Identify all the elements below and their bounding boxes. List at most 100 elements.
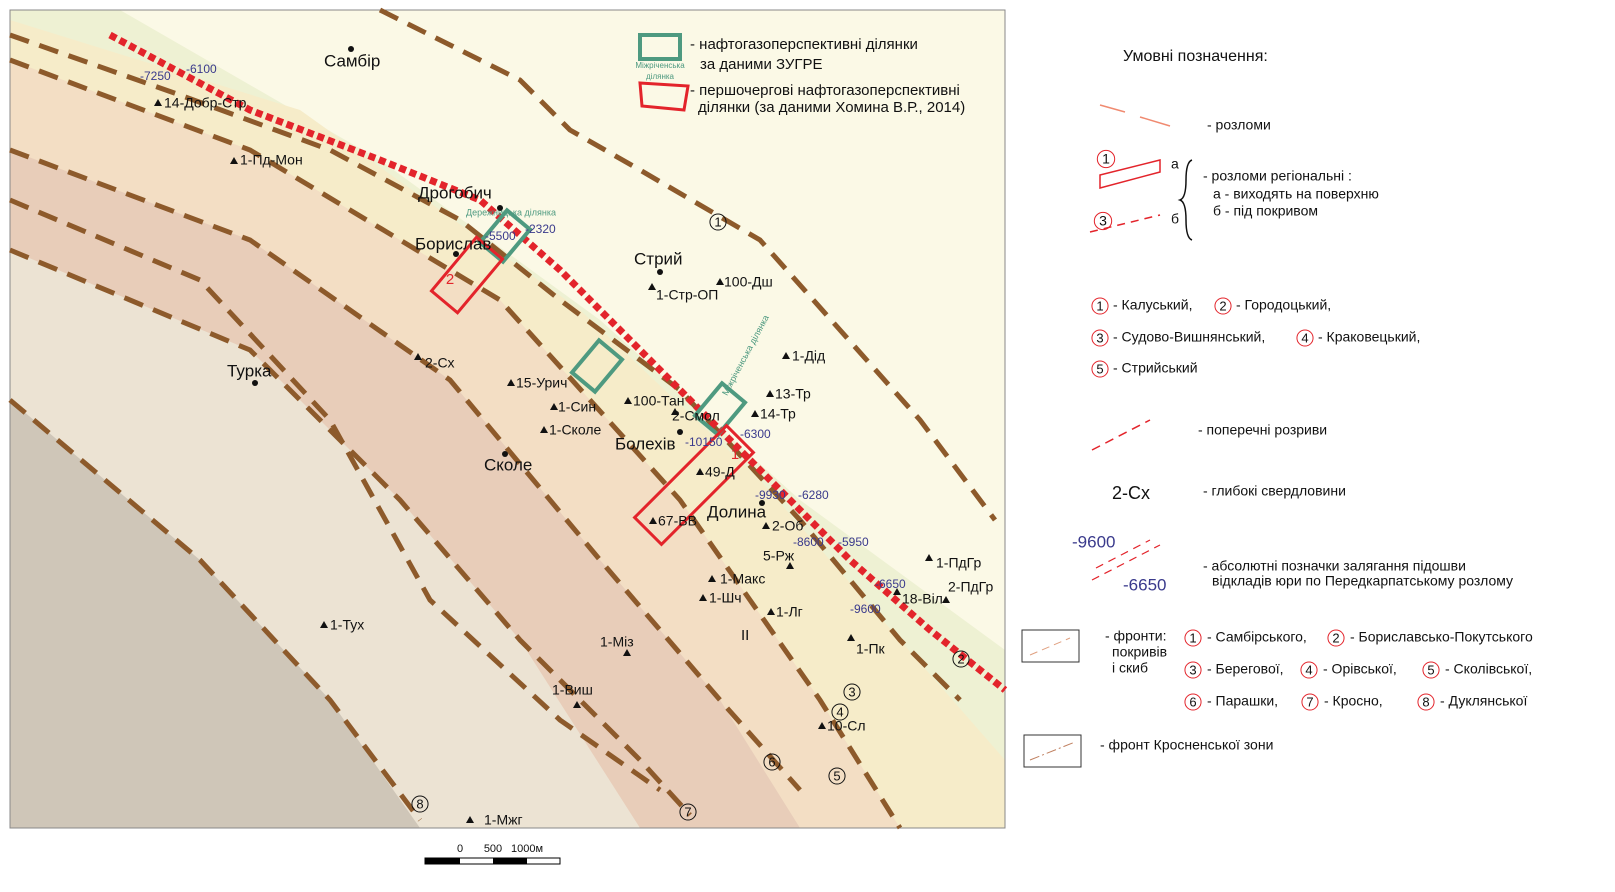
well-label: 1-Дід	[792, 348, 825, 364]
well-label: 1-ПдГр	[936, 555, 981, 571]
front-number: 7	[684, 804, 691, 819]
well-label: 15-Урич	[516, 375, 567, 391]
city-dot	[252, 380, 258, 386]
legend-sample: -6650	[1123, 575, 1166, 594]
zone-label: II	[741, 627, 749, 644]
legend-text: - Калуський,	[1113, 297, 1192, 313]
legend-text: - розломи регіональні :	[1203, 168, 1352, 184]
legend-text: - розломи	[1207, 117, 1271, 133]
legend-number: 4	[1305, 662, 1312, 677]
depth-label: -6100	[186, 62, 217, 76]
legend-text: - Сколівської,	[1445, 661, 1532, 677]
city-dot	[657, 269, 663, 275]
depth-label: -5500	[485, 229, 516, 243]
city-label: Самбір	[324, 51, 380, 70]
legend-text: - Краковецький,	[1318, 329, 1420, 345]
well-label: 1-Мжг	[484, 812, 523, 828]
well-label: 100-Дш	[724, 274, 773, 290]
well-label: 2-Сх	[425, 355, 455, 371]
well-label: 1-Виш	[552, 682, 593, 698]
legend-text: - абсолютні позначки залягання підошви	[1203, 558, 1466, 574]
legend-text: - поперечні розриви	[1198, 422, 1327, 438]
front-number: 4	[836, 704, 843, 719]
legend-number: 3	[1096, 330, 1103, 345]
front-number: 1	[714, 214, 721, 229]
city-label: Долина	[707, 502, 767, 521]
depth-label: -6280	[798, 488, 829, 502]
legend-text: - нафтогазоперспективні ділянки	[690, 36, 918, 53]
legend-number: 1	[1096, 298, 1103, 313]
well-label: 5-Рж	[763, 548, 795, 564]
legend-text: - першочергові нафтогазоперспективні	[690, 82, 960, 99]
legend-number: 6	[1189, 694, 1196, 709]
well-label: 100-Тан	[633, 393, 684, 409]
legend-text: - Самбірського,	[1207, 629, 1307, 645]
well-label: 49-Д	[705, 464, 735, 480]
well-label: 2-ПдГр	[948, 579, 993, 595]
well-label: 1-Сколе	[549, 422, 601, 438]
city-dot	[677, 429, 683, 435]
city-label: Болехів	[615, 434, 676, 453]
legend-number: 5	[1096, 361, 1103, 376]
depth-label: -9600	[850, 602, 881, 616]
front-number: 6	[768, 754, 775, 769]
page: СамбірДрогобичБориславСтрийТуркаСколеБол…	[0, 0, 1615, 892]
legend-sample: -9600	[1072, 532, 1115, 551]
well-label: 1-Син	[558, 399, 596, 415]
front-number: 2	[957, 651, 964, 666]
scale-label: 1000м	[511, 843, 543, 855]
legend-number: 2	[1219, 298, 1226, 313]
well-label: 1-Міз	[600, 634, 634, 650]
front-number: 3	[848, 684, 855, 699]
legend-text: - Бориславсько-Покутського	[1350, 629, 1533, 645]
legend-number: 5	[1427, 662, 1434, 677]
scale-label: 500	[484, 843, 502, 855]
legend-text: і скиб	[1112, 660, 1148, 676]
front-sample	[1022, 630, 1079, 662]
well-label: 10-Сл	[827, 718, 866, 734]
well-label: 1-Шч	[709, 590, 742, 606]
sample-label: Міжріченська	[635, 61, 685, 70]
depth-label: -6300	[740, 427, 771, 441]
well-label: 1-Лг	[776, 604, 803, 620]
well-label: 2-Об	[772, 518, 803, 534]
depth-label: -5950	[838, 535, 869, 549]
legend-number: 4	[1301, 330, 1308, 345]
front-number: 5	[833, 768, 840, 783]
legend-mark: б	[1171, 211, 1179, 227]
depth-label: -6650	[875, 577, 906, 591]
legend-mark: а	[1171, 156, 1179, 172]
city-label: Турка	[227, 361, 272, 380]
legend-text: - фронти:	[1105, 628, 1167, 644]
well-label: 14-Добр-Стр	[164, 95, 247, 111]
sample-label: ділянка	[646, 72, 675, 81]
map-background	[10, 10, 1005, 828]
legend-text: відкладів юри по Передкарпатському розло…	[1212, 573, 1513, 589]
city-label: Дрогобич	[418, 183, 492, 202]
legend-sample: 2-Сх	[1112, 483, 1150, 503]
brace	[1180, 160, 1192, 240]
city-label: Сколе	[484, 455, 532, 474]
city-label: Борислав	[415, 234, 491, 253]
legend-text: - Стрийський	[1113, 360, 1198, 376]
legend-number: 8	[1422, 694, 1429, 709]
legend-text: - Дуклянської	[1440, 693, 1527, 709]
scale-seg	[493, 858, 527, 864]
scale-bar	[425, 858, 560, 864]
legend-text: покривів	[1112, 644, 1167, 660]
legend-text: - фронт Кросненської зони	[1100, 737, 1273, 753]
legend-text: - Городоцький,	[1236, 297, 1331, 313]
well-label: 1-Макс	[720, 571, 765, 587]
well-label: 13-Тр	[775, 386, 811, 402]
depth-label: -10150	[685, 435, 723, 449]
well-label: 1-Пк	[856, 641, 886, 657]
legend-number: 2	[1332, 630, 1339, 645]
legend-mark: 1	[1102, 151, 1110, 167]
depth-label: -2320	[525, 222, 556, 236]
legend-text: б - під покривом	[1213, 203, 1318, 219]
well-label: 18-Віл	[902, 591, 943, 607]
legend-title: Умовні позначення:	[1123, 48, 1268, 65]
legend-text: за даними ЗУГРЕ	[700, 56, 823, 73]
front-number: 8	[416, 796, 423, 811]
depth-label: -9930	[755, 488, 786, 502]
